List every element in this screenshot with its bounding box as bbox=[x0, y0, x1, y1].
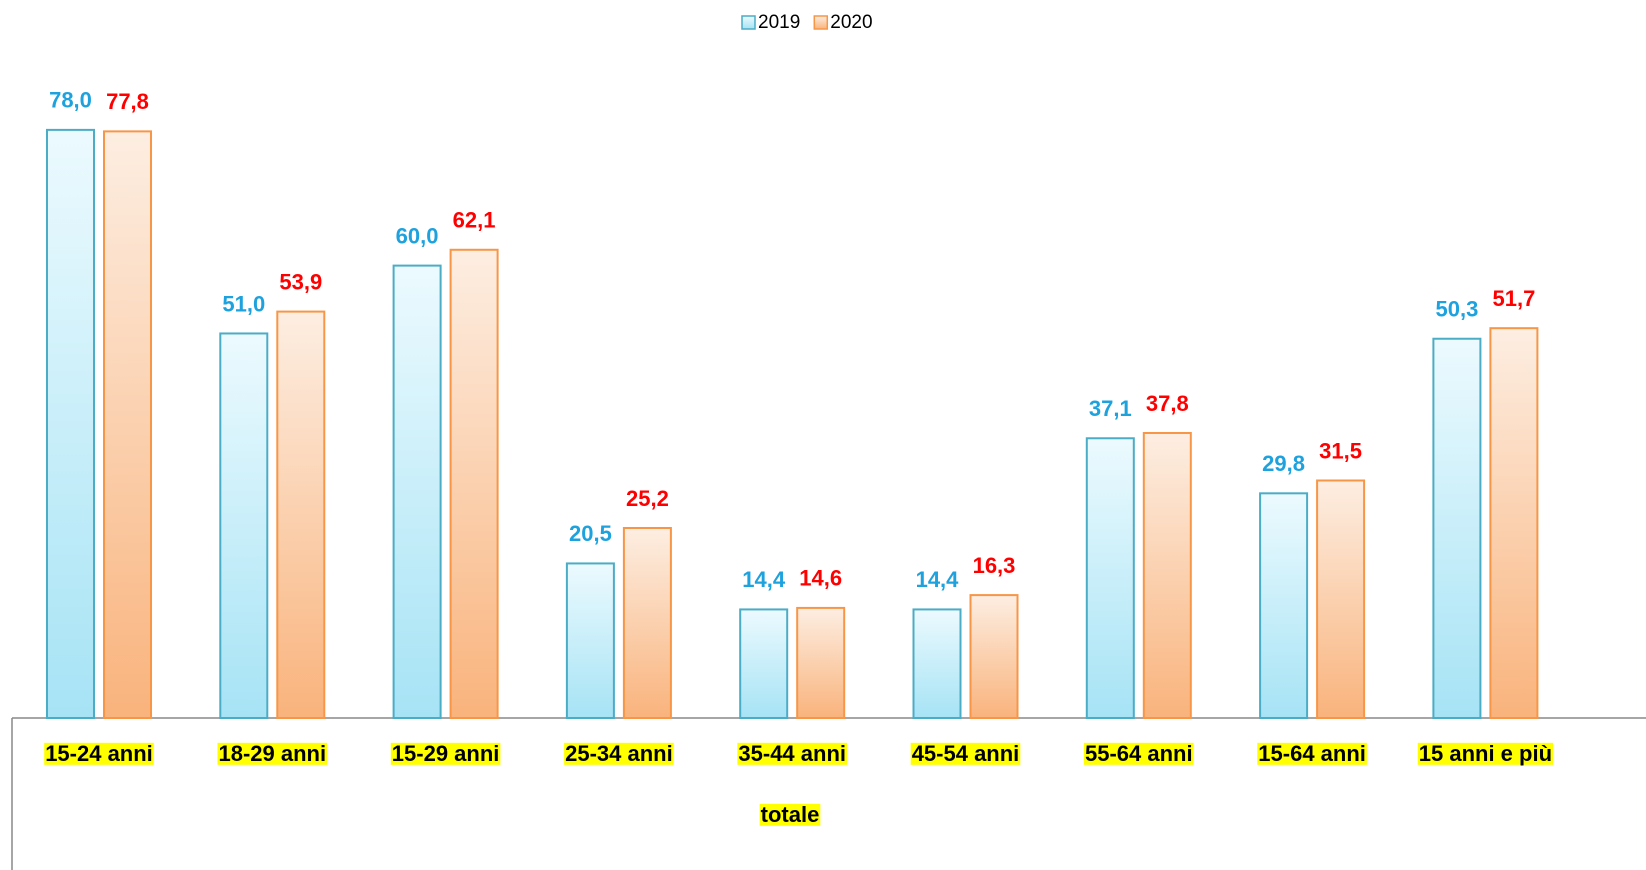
bar bbox=[103, 130, 152, 719]
bar bbox=[1316, 479, 1366, 719]
bar bbox=[392, 264, 442, 719]
x-tick-label: 15-64 anni bbox=[1258, 741, 1366, 766]
label-highlight bbox=[390, 742, 501, 765]
data-label: 53,9 bbox=[279, 269, 322, 294]
x-tick-label: 25-34 anni bbox=[565, 741, 673, 766]
label-highlight bbox=[759, 803, 821, 826]
data-label: 51,7 bbox=[1492, 286, 1535, 311]
x-tick-label: 55-64 anni bbox=[1085, 741, 1193, 766]
bar bbox=[912, 608, 962, 720]
x-tick-label: 15-24 anni bbox=[45, 741, 153, 766]
label-highlight bbox=[217, 742, 328, 765]
x-tick-label: 15 anni e più bbox=[1419, 741, 1552, 766]
data-label: 50,3 bbox=[1435, 297, 1478, 322]
data-label: 14,6 bbox=[799, 566, 842, 591]
bar bbox=[969, 594, 1019, 720]
data-label: 78,0 bbox=[49, 88, 92, 113]
data-label: 29,8 bbox=[1262, 451, 1305, 476]
label-highlight bbox=[910, 742, 1021, 765]
bar bbox=[1432, 337, 1482, 719]
legend-label: 2020 bbox=[830, 12, 872, 33]
data-label: 31,5 bbox=[1319, 438, 1362, 463]
label-highlight bbox=[564, 742, 674, 765]
data-label: 62,1 bbox=[453, 208, 496, 233]
data-label: 60,0 bbox=[396, 223, 439, 248]
legend-swatch bbox=[741, 15, 756, 30]
label-highlight bbox=[1417, 742, 1554, 765]
x-tick-label: 35-44 anni bbox=[738, 741, 846, 766]
data-label: 20,5 bbox=[569, 521, 612, 546]
data-label: 25,2 bbox=[626, 486, 669, 511]
data-label: 16,3 bbox=[973, 553, 1016, 578]
bar bbox=[1259, 492, 1309, 720]
label-highlight bbox=[1257, 742, 1367, 765]
legend-label: 2019 bbox=[758, 12, 800, 33]
bar bbox=[1142, 431, 1192, 719]
bar bbox=[46, 128, 95, 719]
bar bbox=[276, 310, 326, 719]
x-tick-label: 45-54 anni bbox=[912, 741, 1020, 766]
bar bbox=[219, 332, 269, 719]
bar bbox=[1489, 327, 1539, 719]
x-tick-label: 15-29 anni bbox=[392, 741, 500, 766]
label-highlight bbox=[737, 742, 848, 765]
data-label: 14,4 bbox=[742, 567, 786, 592]
label-highlight bbox=[44, 742, 154, 765]
bar bbox=[796, 606, 846, 720]
label-highlight bbox=[1083, 742, 1194, 765]
data-label: 14,4 bbox=[916, 567, 960, 592]
data-label: 37,1 bbox=[1089, 396, 1132, 421]
bar bbox=[565, 562, 615, 719]
x-axis-title: totale bbox=[761, 802, 820, 827]
data-label: 77,8 bbox=[106, 89, 149, 114]
bar bbox=[622, 526, 672, 719]
legend-swatch bbox=[813, 15, 829, 30]
data-label: 51,0 bbox=[222, 291, 265, 316]
bar bbox=[739, 608, 789, 720]
data-label: 37,8 bbox=[1146, 391, 1189, 416]
bar bbox=[1085, 437, 1135, 719]
bar bbox=[449, 248, 499, 720]
x-tick-label: 18-29 anni bbox=[218, 741, 326, 766]
